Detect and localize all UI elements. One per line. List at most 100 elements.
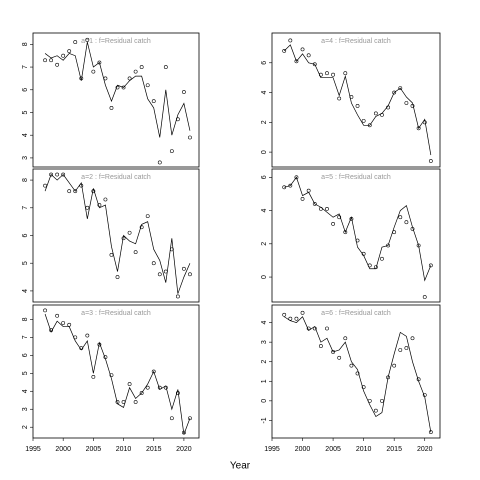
data-point — [43, 308, 47, 313]
x-tick-label: 2000 — [295, 446, 311, 453]
panel-title: a=5 : f=Residual catch — [321, 174, 391, 181]
data-point — [103, 76, 108, 81]
panel-title: a=3 : f=Residual catch — [81, 310, 151, 317]
data-point — [331, 221, 335, 226]
data-point — [312, 62, 317, 67]
data-point — [392, 363, 397, 368]
y-tick-label: 6 — [22, 353, 29, 357]
x-tick-label: 2010 — [116, 446, 132, 453]
data-point — [306, 188, 311, 193]
data-point — [380, 256, 384, 261]
fit-line — [44, 42, 191, 138]
data-point — [133, 250, 138, 255]
fit-line — [44, 313, 191, 435]
y-tick-label: 0 — [261, 150, 268, 154]
data-point — [55, 172, 60, 177]
data-point — [294, 175, 299, 180]
data-point — [145, 83, 150, 88]
data-point — [182, 90, 186, 94]
plot-frame — [32, 304, 200, 439]
data-point — [392, 90, 397, 95]
data-point — [49, 172, 54, 177]
data-point — [355, 104, 360, 108]
y-tick-label: 7 — [22, 206, 29, 210]
x-tick-label: 2020 — [417, 446, 433, 453]
data-point — [373, 408, 378, 413]
y-tick-label: 0 — [261, 399, 268, 403]
y-tick-label: 8 — [22, 317, 29, 321]
fit-line — [284, 176, 432, 282]
y-tick-label: 4 — [22, 133, 29, 137]
data-point — [404, 101, 409, 105]
data-point — [182, 266, 186, 271]
plot-frame — [271, 168, 441, 303]
y-tick-label: 4 — [22, 389, 29, 393]
plot-frame — [271, 32, 441, 168]
data-point — [282, 312, 287, 317]
data-point — [416, 126, 421, 131]
y-tick-label: 5 — [22, 261, 29, 265]
y-tick-label: 0 — [261, 275, 268, 279]
data-point — [422, 295, 427, 299]
y-tick-label: 2 — [22, 425, 29, 429]
data-point — [139, 65, 144, 69]
data-point — [127, 230, 132, 235]
data-point — [380, 398, 384, 403]
y-tick-label: 4 — [22, 289, 29, 293]
y-tick-label: 6 — [261, 175, 268, 179]
data-point — [73, 40, 78, 44]
y-tick-label: 2 — [261, 242, 268, 246]
data-point — [300, 47, 305, 52]
x-tick-label: 2015 — [146, 446, 162, 453]
data-point — [43, 183, 47, 188]
data-point — [61, 172, 66, 177]
data-point — [343, 336, 348, 341]
data-point — [61, 321, 66, 325]
x-tick-label: 1995 — [264, 446, 280, 453]
panel: a=6 : f=Residual catch -1 0 1 2 3 4 1995 2000 200… — [261, 304, 441, 453]
data-point — [404, 220, 409, 225]
data-point — [325, 71, 329, 76]
data-point — [312, 202, 317, 206]
data-point — [157, 272, 162, 277]
y-tick-label: 8 — [22, 42, 29, 46]
data-point — [67, 49, 72, 54]
data-point — [349, 363, 354, 368]
data-point — [331, 350, 335, 354]
data-point — [103, 197, 108, 202]
y-tick-label: 8 — [22, 178, 29, 182]
y-tick-label: 7 — [22, 335, 29, 339]
data-point — [145, 385, 150, 390]
data-point — [343, 71, 348, 76]
data-point — [188, 272, 192, 277]
data-point — [361, 385, 366, 390]
y-tick-label: 4 — [261, 321, 268, 325]
y-tick-label: 1 — [261, 379, 268, 383]
x-tick-label: 2005 — [325, 446, 341, 453]
data-point — [282, 48, 287, 53]
data-point — [282, 185, 287, 190]
data-point — [288, 183, 293, 188]
panel: a=1 : f=Residual catch 3 4 5 6 7 8 — [22, 32, 200, 168]
data-point — [109, 106, 114, 110]
data-point — [121, 85, 126, 90]
data-point — [337, 215, 342, 220]
panel: a=2 : f=Residual catch 4 5 6 7 8 — [22, 168, 200, 303]
data-point — [343, 230, 348, 235]
y-tick-label: 6 — [261, 61, 268, 65]
data-point — [188, 135, 192, 140]
data-point — [188, 416, 192, 421]
data-point — [73, 189, 78, 194]
data-point — [85, 205, 90, 210]
data-point — [55, 313, 60, 318]
data-point — [49, 58, 54, 63]
data-point — [151, 369, 156, 374]
data-point — [410, 336, 415, 341]
plot-frame — [271, 304, 441, 439]
data-point — [169, 416, 174, 421]
fit-line — [283, 44, 432, 156]
y-tick-label: 5 — [22, 371, 29, 375]
data-point — [288, 38, 293, 43]
data-point — [127, 76, 132, 81]
data-point — [325, 206, 329, 211]
